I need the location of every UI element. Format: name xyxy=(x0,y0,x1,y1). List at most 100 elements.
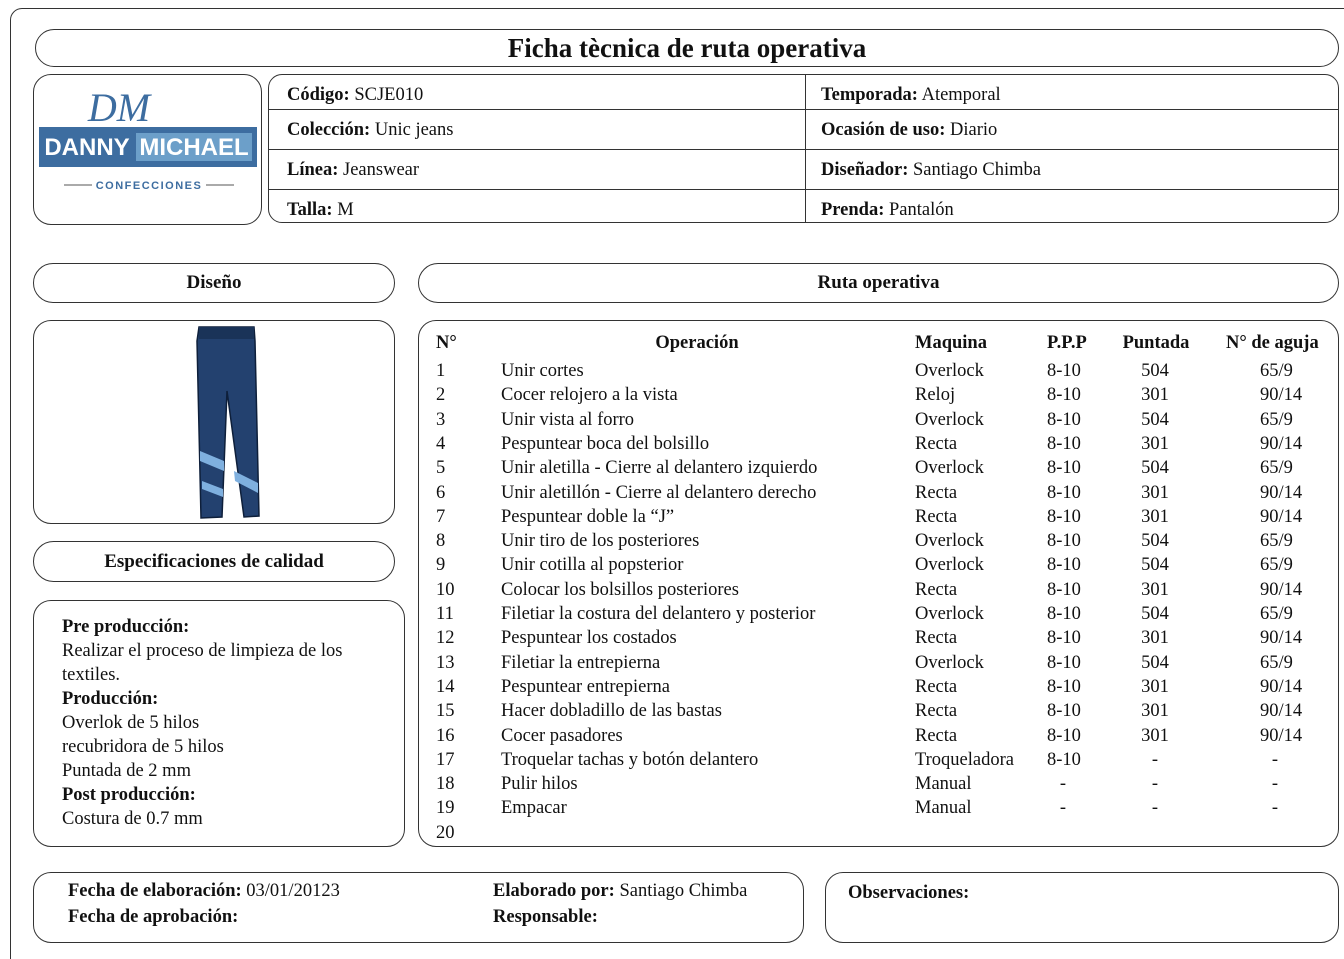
cell: 14 xyxy=(436,676,455,697)
cell: 90/14 xyxy=(1260,676,1303,697)
quality-heading: Post producción: xyxy=(62,785,196,805)
cell: Overlock xyxy=(915,652,984,673)
column-header: Maquina xyxy=(915,333,987,353)
cell: 8-10 xyxy=(1047,579,1081,600)
cell: 90/14 xyxy=(1260,725,1303,746)
observations-label: Observaciones: xyxy=(848,883,970,903)
cell: 6 xyxy=(436,482,446,503)
cell: Filetiar la costura del delantero y post… xyxy=(501,604,816,624)
logo: DM DANNY MICHAEL CONFECCIONES xyxy=(39,85,257,192)
field: Ocasión de uso: Diario xyxy=(821,118,997,142)
cell: Overlock xyxy=(915,409,984,430)
footer-box: Fecha de elaboración: 03/01/20123 Fecha d… xyxy=(33,872,804,943)
header-table: Código: SCJE010 Temporada: Atemporal Colec… xyxy=(268,74,1339,223)
quality-title: Especificaciones de calidad xyxy=(33,541,395,582)
cell: 8-10 xyxy=(1047,555,1081,576)
field: Línea: Jeanswear xyxy=(287,158,419,182)
cell: Manual xyxy=(915,774,972,795)
field-value: Santiago Chimba xyxy=(619,881,748,901)
logo-band-light xyxy=(136,133,252,161)
cell: 12 xyxy=(436,628,455,649)
cell: 8-10 xyxy=(1047,652,1081,673)
cell: 8-10 xyxy=(1047,676,1081,697)
cell: Troquelar tachas y botón delantero xyxy=(501,749,759,770)
cell: 301 xyxy=(1141,506,1169,527)
cell: Overlock xyxy=(915,458,984,479)
cell: 65/9 xyxy=(1260,361,1293,381)
cell: 504 xyxy=(1141,458,1169,479)
cell: Recta xyxy=(915,482,958,503)
cell: 65/9 xyxy=(1260,604,1293,624)
cell: 15 xyxy=(436,701,455,722)
cell: 8-10 xyxy=(1047,749,1081,770)
cell: - xyxy=(1151,774,1159,795)
cell: 90/14 xyxy=(1260,628,1303,649)
field-label: Talla: xyxy=(287,200,333,220)
field: Fecha de elaboración: 03/01/20123 xyxy=(68,879,340,903)
cell: 2 xyxy=(436,385,446,406)
design-title: Diseño xyxy=(33,263,395,303)
field: Elaborado por: Santiago Chimba xyxy=(493,879,747,903)
cell: Unir aletilla - Cierre al delantero izqu… xyxy=(501,458,818,479)
cell: 301 xyxy=(1141,579,1169,600)
quality-text: recubridora de 5 hilos xyxy=(62,737,224,757)
cell: 504 xyxy=(1141,409,1169,430)
field-value: SCJE010 xyxy=(354,85,424,105)
column-header: N° de aguja xyxy=(1226,333,1319,353)
cell: 504 xyxy=(1141,652,1169,673)
cell: Pespuntear boca del bolsillo xyxy=(501,433,710,454)
cell: 301 xyxy=(1141,725,1169,746)
route-box: N° Operación Maquina P.P.P Puntada N° de aguj… xyxy=(418,320,1339,847)
field-label: Colección: xyxy=(287,120,371,140)
cell: Unir aletillón - Cierre al delantero der… xyxy=(501,482,817,503)
cell: Recta xyxy=(915,628,958,649)
cell: 13 xyxy=(436,652,455,673)
cell: 5 xyxy=(436,458,446,479)
quality-text: Realizar el proceso de limpieza de los t… xyxy=(62,641,343,685)
cell: Unir cortes xyxy=(501,361,584,381)
column-header: N° xyxy=(436,333,457,353)
cell: Unir cotilla al popsterior xyxy=(501,555,684,576)
field-value: M xyxy=(337,200,354,220)
field-label: Código: xyxy=(287,85,350,105)
jeans-image xyxy=(196,326,260,519)
cell: 301 xyxy=(1141,482,1169,503)
cell: Recta xyxy=(915,433,958,454)
cell: - xyxy=(1059,774,1067,795)
cell: 8 xyxy=(436,531,446,552)
cell: Pespuntear doble la “J” xyxy=(501,506,675,527)
cell: 9 xyxy=(436,555,446,576)
logo-brand: DANNY xyxy=(44,134,129,161)
col-rule xyxy=(805,75,806,222)
cell: Cocer relojero a la vista xyxy=(501,385,678,406)
field: Diseñador: Santiago Chimba xyxy=(821,158,1041,182)
cell: Overlock xyxy=(915,604,984,624)
cell: 90/14 xyxy=(1260,579,1303,600)
cell: 65/9 xyxy=(1260,458,1293,479)
logo-tagline: CONFECCIONES xyxy=(96,180,203,192)
cell: Filetiar la entrepierna xyxy=(501,652,661,673)
logo-brand: MICHAEL xyxy=(139,134,248,161)
cell: 504 xyxy=(1141,555,1169,576)
field-value: Santiago Chimba xyxy=(913,160,1041,180)
field-label: Fecha de aprobación: xyxy=(68,907,239,927)
cell: 18 xyxy=(436,774,455,795)
cell: 19 xyxy=(436,798,455,819)
cell: Overlock xyxy=(915,531,984,552)
cell: 90/14 xyxy=(1260,385,1303,406)
cell: 301 xyxy=(1141,676,1169,697)
design-box xyxy=(33,320,395,524)
cell: 8-10 xyxy=(1047,385,1081,406)
logo-box: DM DANNY MICHAEL CONFECCIONES xyxy=(33,74,262,225)
cell: - xyxy=(1151,749,1159,770)
field-label: Prenda: xyxy=(821,200,885,220)
field: Temporada: Atemporal xyxy=(821,83,1001,107)
field-label: Elaborado por: xyxy=(493,881,615,901)
cell: Recta xyxy=(915,725,958,746)
cell: 301 xyxy=(1141,628,1169,649)
cell: Pespuntear los costados xyxy=(501,628,677,649)
column-header: Puntada xyxy=(1122,333,1190,353)
cell: 17 xyxy=(436,749,455,770)
cell: 3 xyxy=(436,409,446,430)
cell: 7 xyxy=(436,506,446,527)
